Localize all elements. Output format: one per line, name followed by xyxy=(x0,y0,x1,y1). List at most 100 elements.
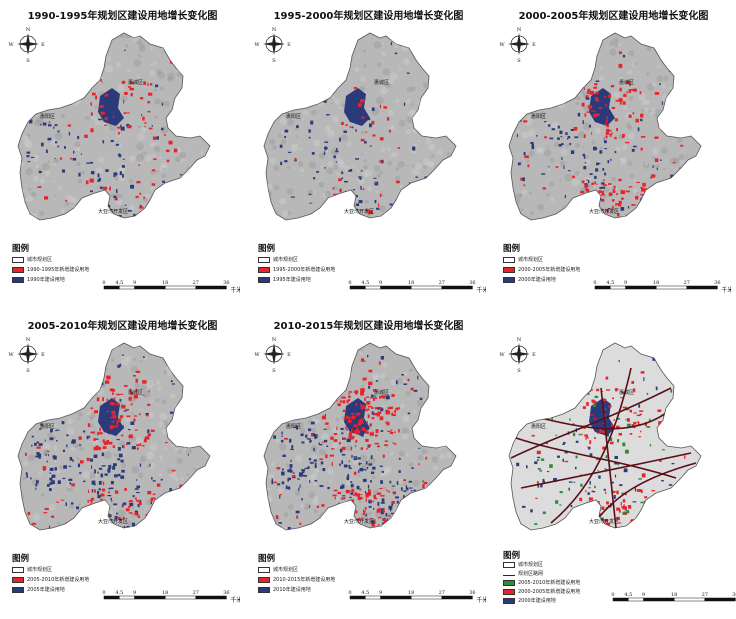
legend-item: 城市规划区 xyxy=(258,566,298,573)
planning-region xyxy=(17,342,211,531)
compass-rose: N S E W xyxy=(254,337,291,374)
legend-swatch xyxy=(12,586,24,593)
legend-item: 城市规划区 xyxy=(258,256,298,263)
place-label: 惠阳区 xyxy=(531,423,546,430)
legend-swatch xyxy=(258,586,270,593)
planning-region xyxy=(263,342,457,531)
scale-tick: 36 xyxy=(469,590,475,596)
svg-text:N: N xyxy=(517,337,522,343)
scale-tick: 0 xyxy=(102,280,105,286)
legend-title: 图例 xyxy=(12,554,30,564)
legend-title: 图例 xyxy=(258,244,276,254)
place-label: 大亚湾开发区 xyxy=(344,518,374,525)
svg-text:N: N xyxy=(26,337,31,343)
place-label: 惠阳区 xyxy=(286,423,301,430)
legend-item: 2010-2015年新增建设用地 xyxy=(258,576,335,583)
panel-title: 1990-1995年规划区建设用地增长变化图 xyxy=(27,11,218,22)
svg-text:E: E xyxy=(532,352,536,358)
compass-rose: N S E W xyxy=(499,27,536,64)
scale-tick: 36 xyxy=(714,280,720,286)
place-label: 大亚湾开发区 xyxy=(589,518,619,525)
place-label: 惠阳区 xyxy=(286,113,301,120)
legend-label: 1995年建设用地 xyxy=(273,277,311,283)
legend-swatch xyxy=(503,561,515,568)
scale-unit: 千米 xyxy=(476,596,486,604)
place-label: 惠阳区 xyxy=(40,423,55,430)
place-label: 惠城区 xyxy=(619,79,634,86)
legend-label: 2000年建设用地 xyxy=(518,277,556,283)
legend-swatch xyxy=(12,256,24,263)
svg-text:S: S xyxy=(517,368,521,374)
scale-tick: 27 xyxy=(439,590,445,596)
legend-swatch xyxy=(503,276,515,283)
legend-swatch xyxy=(258,256,270,263)
legend-label: 2010-2015年新增建设用地 xyxy=(273,577,336,583)
planning-region xyxy=(508,32,702,221)
legend-swatch xyxy=(503,588,515,595)
svg-text:W: W xyxy=(254,42,260,48)
legend-label: 1990年建设用地 xyxy=(27,277,65,283)
scale-unit: 千米 xyxy=(230,286,240,294)
svg-text:W: W xyxy=(254,352,260,358)
legend-label: 1990-1995年新增建设用地 xyxy=(27,267,90,273)
map-panel: 1990-1995年规划区建设用地增长变化图 惠城区 惠阳区 大亚湾开发区 N S E W 图例… xyxy=(0,0,245,309)
scale-tick: 27 xyxy=(702,592,708,598)
place-label: 大亚湾开发区 xyxy=(98,518,128,525)
place-label: 惠阳区 xyxy=(40,113,55,120)
svg-text:S: S xyxy=(26,58,30,64)
legend-item: 1995年建设用地 xyxy=(258,276,311,283)
legend-label: 城市规划区 xyxy=(27,567,53,573)
legend-swatch xyxy=(503,574,515,576)
scale-tick: 4.5 xyxy=(624,592,632,598)
svg-text:S: S xyxy=(272,368,276,374)
legend-swatch xyxy=(503,597,515,604)
scale-tick: 4.5 xyxy=(606,280,614,286)
legend-item: 2005年建设用地 xyxy=(12,586,65,593)
legend-label: 2005年建设用地 xyxy=(27,587,65,593)
panel-title: 2000-2005年规划区建设用地增长变化图 xyxy=(518,11,709,22)
scale-tick: 18 xyxy=(408,590,414,596)
legend-item: 城市规划区 xyxy=(12,566,52,573)
compass-rose: N S E W xyxy=(499,337,536,374)
scale-unit: 千米 xyxy=(721,286,731,294)
legend-item: 城市规划区 xyxy=(503,256,543,263)
svg-text:N: N xyxy=(26,27,31,33)
legend-label: 规划区路网 xyxy=(518,571,544,577)
legend-item: 2000年建设用地 xyxy=(503,276,556,283)
scale-tick: 36 xyxy=(469,280,475,286)
legend-swatch xyxy=(503,266,515,273)
compass-rose: N S E W xyxy=(254,27,291,64)
legend-swatch xyxy=(258,276,270,283)
svg-text:W: W xyxy=(499,352,505,358)
map-panel: 1995-2000年规划区建设用地增长变化图 惠城区 惠阳区 大亚湾开发区 N S E W 图例… xyxy=(246,0,491,309)
legend-item: 2005-2010年新增建设用地 xyxy=(503,579,580,586)
legend-item: 2000-2005年新增建设用地 xyxy=(503,588,580,595)
legend-item: 规划区路网 xyxy=(503,570,543,577)
scale-tick: 36 xyxy=(223,590,229,596)
place-label: 惠城区 xyxy=(374,79,389,86)
legend-label: 城市规划区 xyxy=(273,567,299,573)
svg-text:E: E xyxy=(287,352,291,358)
legend-swatch xyxy=(503,579,515,586)
legend-title: 图例 xyxy=(12,244,30,254)
legend-swatch xyxy=(258,266,270,273)
legend-label: 2000-2005年新增建设用地 xyxy=(518,267,581,273)
scale-tick: 18 xyxy=(408,280,414,286)
planning-region xyxy=(508,342,702,531)
scale-tick: 4.5 xyxy=(115,280,123,286)
scale-unit: 千米 xyxy=(230,596,240,604)
svg-text:S: S xyxy=(26,368,30,374)
legend-label: 1995-2000年新增建设用地 xyxy=(273,267,336,273)
place-label: 大亚湾开发区 xyxy=(344,208,374,215)
scale-tick: 27 xyxy=(439,280,445,286)
scale-tick: 27 xyxy=(193,280,199,286)
legend-item: 1995-2000年新增建设用地 xyxy=(258,266,335,273)
scale-unit: 千米 xyxy=(476,286,486,294)
place-label: 大亚湾开发区 xyxy=(98,208,128,215)
